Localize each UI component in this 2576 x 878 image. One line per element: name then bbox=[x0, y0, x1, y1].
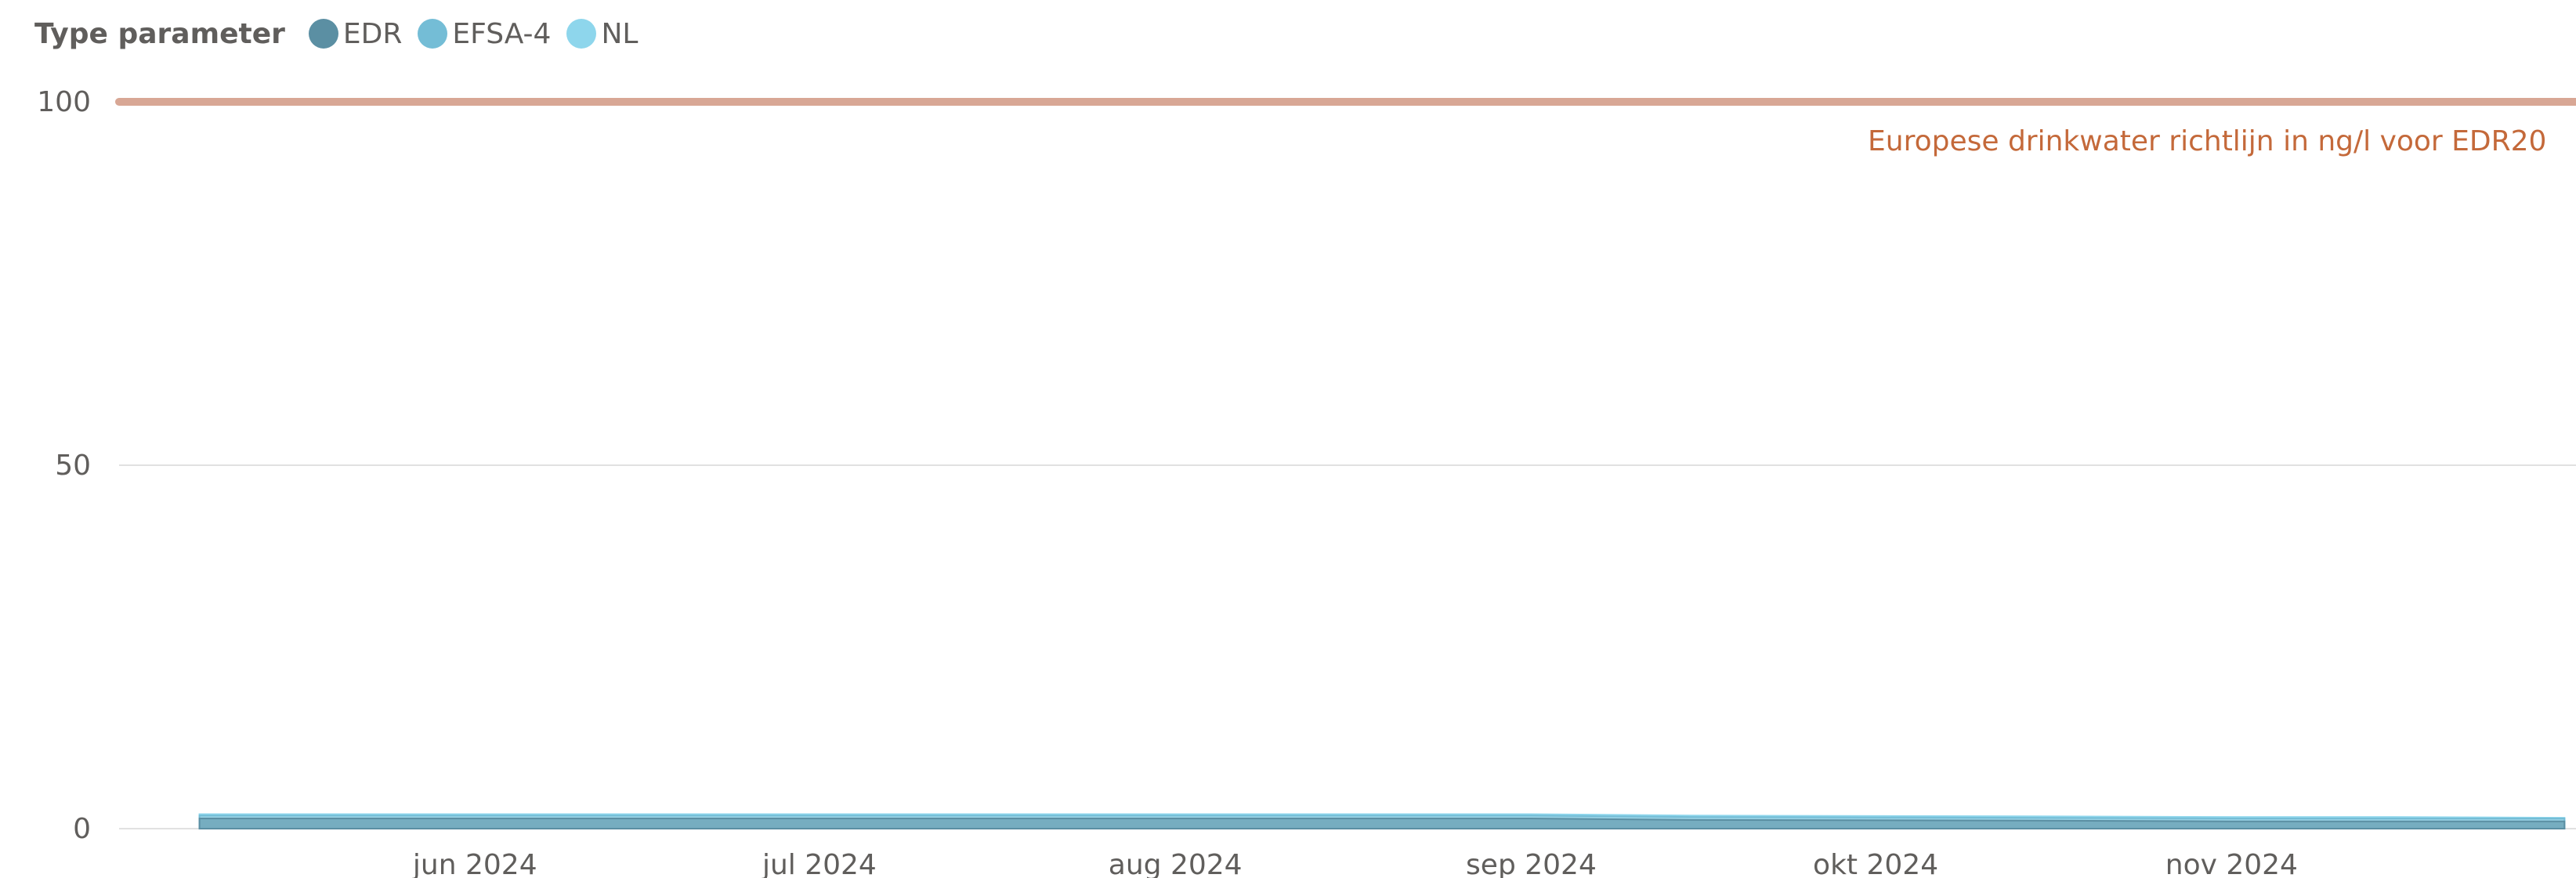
x-tick-label-5: nov 2024 bbox=[2165, 849, 2298, 878]
legend-item-efsa-4[interactable]: EFSA-4 bbox=[418, 18, 551, 50]
legend-swatch-edr bbox=[308, 19, 338, 49]
legend-swatch-efsa-4 bbox=[418, 19, 448, 49]
y-tick-label-50: 50 bbox=[55, 450, 91, 482]
legend-label-efsa-4: EFSA-4 bbox=[452, 17, 552, 50]
legend: Type parameter EDR EFSA-4 NL bbox=[34, 11, 653, 56]
legend-swatch-nl bbox=[566, 19, 597, 49]
x-tick-label-3: sep 2024 bbox=[1466, 849, 1597, 878]
legend-label-edr: EDR bbox=[342, 17, 403, 50]
area-series-edr bbox=[198, 818, 2566, 829]
legend-title: Type parameter bbox=[34, 17, 285, 50]
legend-item-edr[interactable]: EDR bbox=[308, 17, 403, 50]
x-tick-label-4: okt 2024 bbox=[1813, 849, 1938, 878]
legend-label-nl: NL bbox=[601, 17, 639, 50]
y-tick-label-100: 100 bbox=[37, 86, 91, 118]
legend-item-nl[interactable]: NL bbox=[566, 18, 638, 50]
reference-line-label: Europese drinkwater richtlijn in ng/l vo… bbox=[1868, 125, 2546, 157]
x-tick-label-0: jun 2024 bbox=[412, 849, 537, 878]
x-tick-label-1: jul 2024 bbox=[762, 849, 877, 878]
x-tick-label-2: aug 2024 bbox=[1109, 849, 1243, 878]
y-tick-label-0: 0 bbox=[73, 813, 91, 845]
